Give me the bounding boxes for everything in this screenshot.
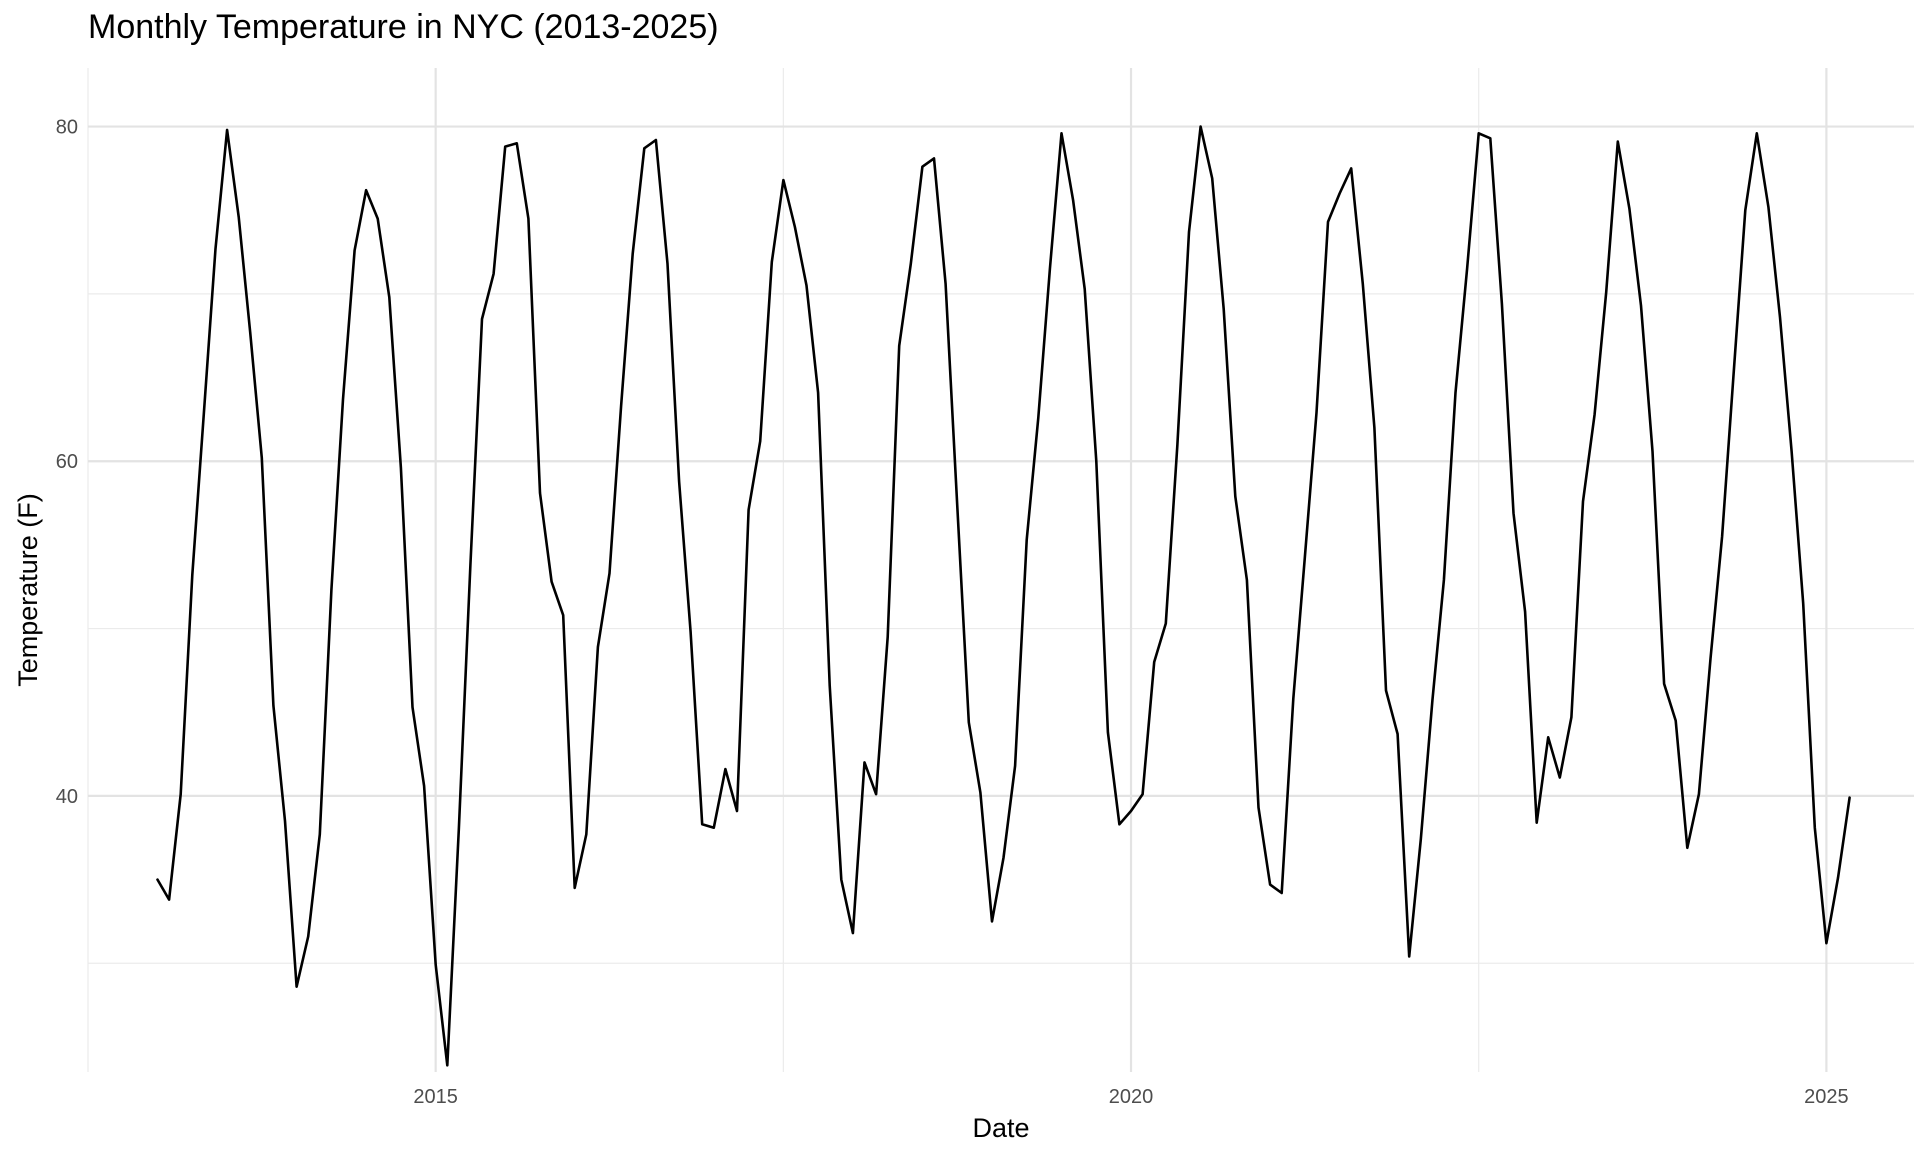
x-tick-label: 2015 [413, 1086, 458, 1108]
major-gridlines [88, 68, 1914, 1072]
temperature-series-line [156, 125, 1851, 1067]
x-tick-label: 2025 [1804, 1086, 1849, 1108]
x-axis-title: Date [972, 1113, 1029, 1143]
chart-title: Monthly Temperature in NYC (2013-2025) [88, 8, 719, 46]
y-tick-label: 60 [56, 451, 78, 473]
y-tick-label: 40 [56, 786, 78, 808]
series-layer [156, 125, 1851, 1067]
y-tick-label: 80 [56, 117, 78, 139]
minor-gridlines [87, 68, 1914, 1072]
x-axis-tick-labels: 2015 2020 2025 [413, 1086, 1848, 1108]
y-axis-tick-labels: 40 60 80 [56, 117, 78, 808]
x-tick-label: 2020 [1109, 1086, 1154, 1108]
y-axis-title: Temperature (F) [13, 493, 43, 687]
